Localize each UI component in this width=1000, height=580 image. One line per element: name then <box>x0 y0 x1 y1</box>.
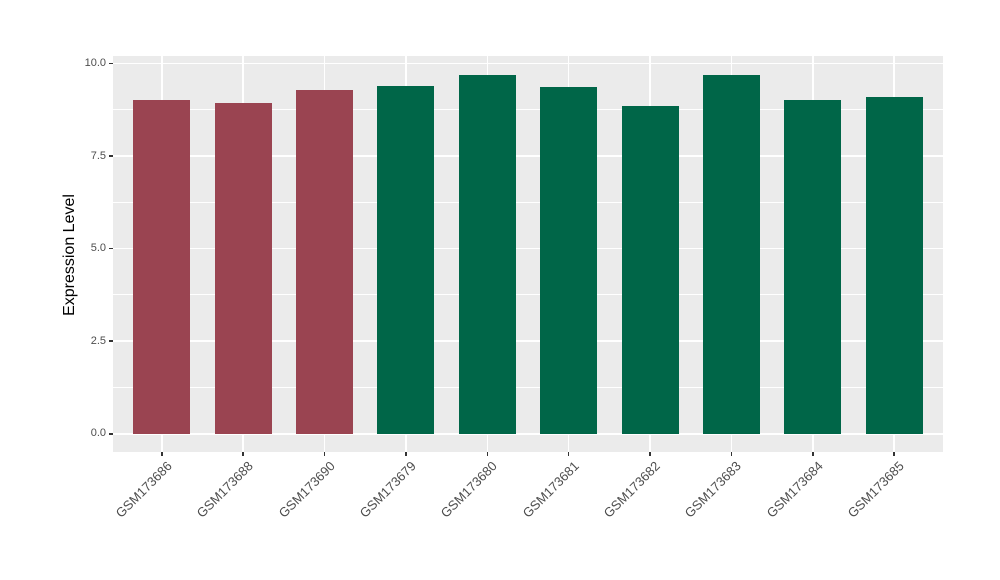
x-tick-mark <box>323 452 326 456</box>
bar-GSM173681 <box>540 86 598 434</box>
x-tick-mark <box>242 452 244 456</box>
bar-GSM173688 <box>214 103 272 434</box>
gridline-minor <box>113 294 943 296</box>
gridline-major <box>113 155 943 157</box>
x-tick-label: GSM173686 <box>112 458 175 521</box>
y-tick-label: 5.0 <box>90 242 106 255</box>
bar-GSM173684 <box>784 99 842 434</box>
y-tick-mark <box>109 340 113 342</box>
y-tick-mark <box>109 247 113 250</box>
x-tick-mark <box>567 452 570 456</box>
gridline-major <box>113 433 943 435</box>
bar-GSM173686 <box>133 100 191 434</box>
gridline-minor <box>113 387 943 389</box>
x-tick-label: GSM173682 <box>600 458 663 521</box>
bar-GSM173682 <box>621 106 679 434</box>
y-tick-label: 2.5 <box>90 334 106 347</box>
bar-GSM173690 <box>296 89 354 434</box>
y-tick-label: 10.0 <box>84 56 106 69</box>
bar-GSM173683 <box>702 74 760 434</box>
bar-GSM173679 <box>377 86 435 434</box>
x-tick-label: GSM173688 <box>193 458 257 521</box>
plot-panel <box>113 56 943 452</box>
bar-GSM173685 <box>865 97 923 434</box>
x-tick-mark <box>161 452 163 456</box>
gridline-minor <box>113 109 943 111</box>
x-tick-mark <box>649 452 651 456</box>
gridline-major <box>113 340 943 342</box>
gridline-major <box>113 247 943 250</box>
x-tick-label: GSM173680 <box>437 458 501 521</box>
x-tick-label: GSM173681 <box>519 458 582 521</box>
x-tick-label: GSM173690 <box>275 458 338 521</box>
y-tick-label: 7.5 <box>90 149 106 162</box>
x-tick-mark <box>812 452 814 456</box>
x-tick-label: GSM173683 <box>682 458 745 521</box>
y-axis-title: Expression Level <box>61 194 78 316</box>
y-tick-mark <box>109 433 113 435</box>
x-tick-mark <box>486 452 489 456</box>
y-tick-mark <box>109 155 113 157</box>
x-tick-mark <box>405 452 407 456</box>
bar-GSM173680 <box>458 74 516 434</box>
y-tick-mark <box>109 62 113 65</box>
x-tick-label: GSM173685 <box>844 458 908 521</box>
y-tick-label: 0.0 <box>90 427 106 440</box>
x-tick-mark <box>893 452 895 456</box>
x-tick-label: GSM173679 <box>356 458 419 521</box>
gridline-major <box>113 62 943 65</box>
x-tick-label: GSM173684 <box>763 458 826 521</box>
gridline-minor <box>113 201 943 203</box>
x-tick-mark <box>730 452 733 456</box>
